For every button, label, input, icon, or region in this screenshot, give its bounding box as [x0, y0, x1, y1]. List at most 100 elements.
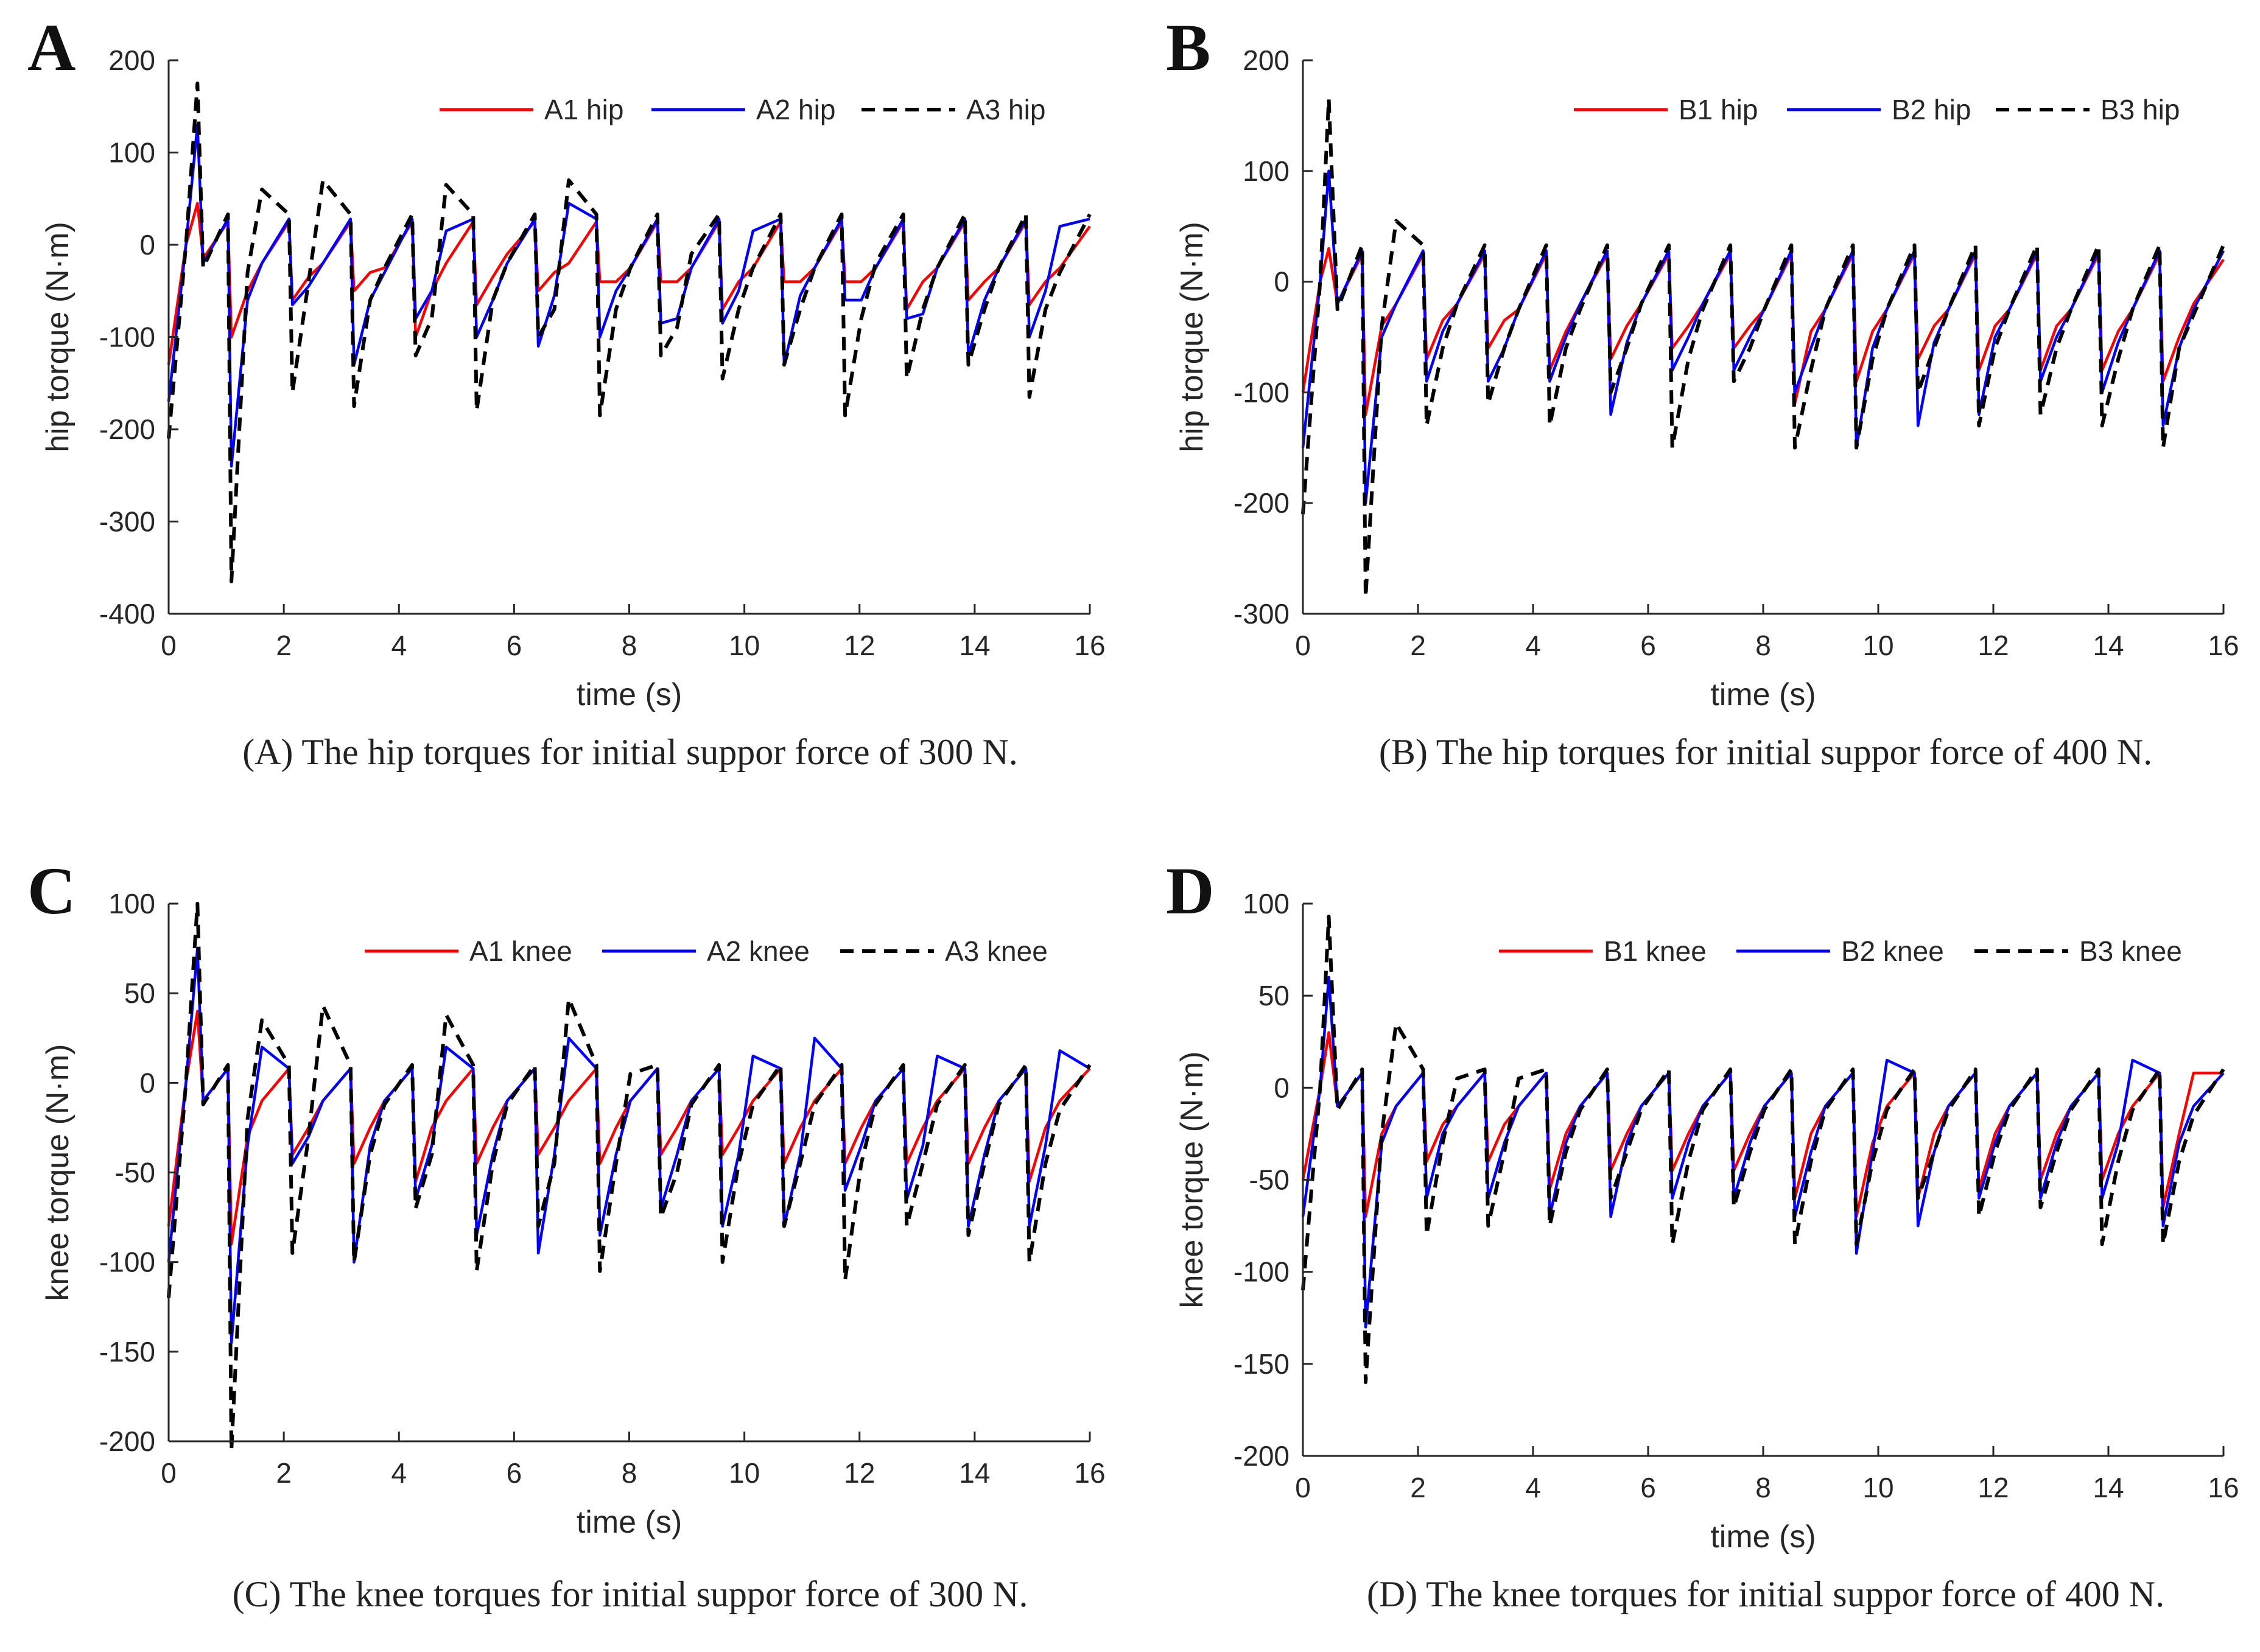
x-tick-label: 4 — [1525, 1472, 1541, 1503]
panel-letter: B — [1166, 10, 1210, 85]
x-tick-label: 4 — [391, 1457, 407, 1489]
y-tick-label: 0 — [1274, 1072, 1290, 1103]
y-tick-label: 100 — [108, 888, 155, 919]
x-tick-label: 12 — [844, 630, 875, 661]
series-line-a1-hip — [167, 202, 1091, 365]
y-tick-label: -150 — [99, 1336, 155, 1368]
x-tick-label: 6 — [1640, 1472, 1656, 1503]
x-tick-label: 0 — [1295, 1472, 1311, 1503]
series-line-b2-knee — [1301, 975, 2225, 1329]
legend-label: A1 hip — [544, 94, 623, 125]
x-tick-label: 14 — [959, 630, 990, 661]
x-tick-label: 6 — [507, 630, 522, 661]
y-tick-label: 0 — [1274, 266, 1290, 298]
x-tick-label: 6 — [1640, 630, 1656, 661]
x-tick-label: 6 — [507, 1457, 522, 1489]
x-tick-label: 2 — [276, 630, 292, 661]
legend-label: A2 knee — [707, 935, 810, 967]
y-tick-label: -400 — [99, 598, 155, 630]
y-tick-label: 0 — [139, 229, 155, 261]
legend-label: B1 knee — [1604, 935, 1707, 967]
series-line-b3-hip — [1301, 97, 2225, 599]
panel-caption: (C) The knee torques for initial suppor … — [233, 1574, 1028, 1614]
x-tick-label: 8 — [1755, 630, 1771, 661]
x-axis-label: time (s) — [1710, 1519, 1816, 1555]
chart-panel-b: 0 2 4 6 8 10 12 14 16 -300 -200 -100 0 100 200 time (s)… — [1166, 10, 2239, 772]
y-axis-label: knee torque (N·m) — [40, 1044, 75, 1301]
y-tick-label: 0 — [139, 1067, 155, 1098]
x-tick-label: 16 — [2208, 1472, 2239, 1503]
x-tick-label: 8 — [622, 630, 637, 661]
x-tick-label: 10 — [729, 630, 760, 661]
y-tick-label: -300 — [99, 506, 155, 538]
y-tick-label: -100 — [1234, 1256, 1290, 1288]
panel-letter: D — [1166, 854, 1214, 928]
x-tick-label: 12 — [844, 1457, 875, 1489]
legend-label: A3 knee — [945, 935, 1048, 967]
y-tick-label: -150 — [1234, 1348, 1290, 1380]
x-tick-label: 10 — [729, 1457, 760, 1489]
panel-caption: (A) The hip torques for initial suppor f… — [242, 732, 1018, 772]
panel-letter: C — [27, 854, 75, 928]
series-line-b2-hip — [1301, 169, 2225, 505]
x-tick-label: 12 — [1978, 630, 2009, 661]
y-tick-label: -200 — [99, 413, 155, 445]
legend-label: A2 hip — [756, 94, 835, 125]
y-tick-label: 100 — [1243, 155, 1290, 187]
legend-label: B1 hip — [1679, 94, 1758, 125]
x-tick-label: 12 — [1978, 1472, 2009, 1503]
x-tick-label: 2 — [1410, 630, 1426, 661]
y-tick-label: -200 — [1234, 1440, 1290, 1472]
x-tick-label: 16 — [1074, 630, 1105, 661]
y-tick-label: -50 — [115, 1157, 155, 1189]
x-tick-label: 8 — [1755, 1472, 1771, 1503]
y-tick-label: -100 — [1234, 376, 1290, 408]
x-axis-label: time (s) — [577, 677, 682, 712]
series-line-a2-hip — [167, 123, 1090, 468]
y-axis-label: hip torque (N·m) — [1174, 222, 1210, 452]
series-line-a3-hip — [167, 81, 1092, 583]
chart-panel-a: 0 2 4 6 8 10 12 14 16 -400 -300 -200 -100 0 100 200 time… — [27, 10, 1106, 772]
legend-label: A3 hip — [966, 94, 1045, 125]
x-tick-label: 16 — [2208, 630, 2239, 661]
y-tick-label: -200 — [99, 1425, 155, 1457]
y-tick-label: 200 — [1243, 44, 1290, 76]
y-axis-label: hip torque (N·m) — [40, 222, 75, 452]
y-tick-label: 200 — [108, 44, 155, 76]
x-tick-label: 4 — [1525, 630, 1541, 661]
x-tick-label: 2 — [1410, 1472, 1426, 1503]
x-axis-label: time (s) — [577, 1505, 682, 1540]
x-tick-label: 14 — [959, 1457, 990, 1489]
chart-panel-d: 0 2 4 6 8 10 12 14 16 -200 -150 -100 -50 0 50 100 time (… — [1166, 854, 2239, 1614]
y-tick-label: -100 — [99, 1246, 155, 1278]
y-tick-label: -50 — [1249, 1164, 1290, 1196]
y-axis-label: knee torque (N·m) — [1174, 1052, 1210, 1309]
legend-label: B2 hip — [1892, 94, 1971, 125]
series-line-a1-knee — [167, 1010, 1091, 1246]
legend-label: B3 knee — [2079, 935, 2182, 967]
chart-panel-c: 0 2 4 6 8 10 12 14 16 -200 -150 -100 -50 0 50 100 time (… — [27, 854, 1106, 1614]
panel-letter: A — [27, 10, 75, 85]
series-line-b1-hip — [1301, 247, 2225, 417]
y-tick-label: 100 — [1243, 888, 1290, 919]
x-tick-label: 10 — [1862, 630, 1893, 661]
y-tick-label: -300 — [1234, 598, 1290, 630]
y-tick-label: 50 — [124, 977, 155, 1009]
y-tick-label: -200 — [1234, 487, 1290, 519]
legend-label: B3 hip — [2100, 94, 2180, 125]
series-line-b1-knee — [1301, 1031, 2223, 1218]
x-tick-label: 0 — [161, 630, 177, 661]
panel-caption: (B) The hip torques for initial suppor f… — [1379, 732, 2152, 772]
x-tick-label: 8 — [622, 1457, 637, 1489]
y-tick-label: -100 — [99, 322, 155, 353]
series-line-a3-knee — [167, 902, 1092, 1452]
panel-caption: (D) The knee torques for initial suppor … — [1367, 1574, 2164, 1614]
x-tick-label: 4 — [391, 630, 407, 661]
y-tick-label: 100 — [108, 137, 155, 169]
y-tick-label: 50 — [1258, 980, 1290, 1011]
x-tick-label: 2 — [276, 1457, 292, 1489]
x-tick-label: 0 — [161, 1457, 177, 1489]
x-tick-label: 14 — [2093, 630, 2124, 661]
series-line-a2-knee — [167, 947, 1091, 1344]
